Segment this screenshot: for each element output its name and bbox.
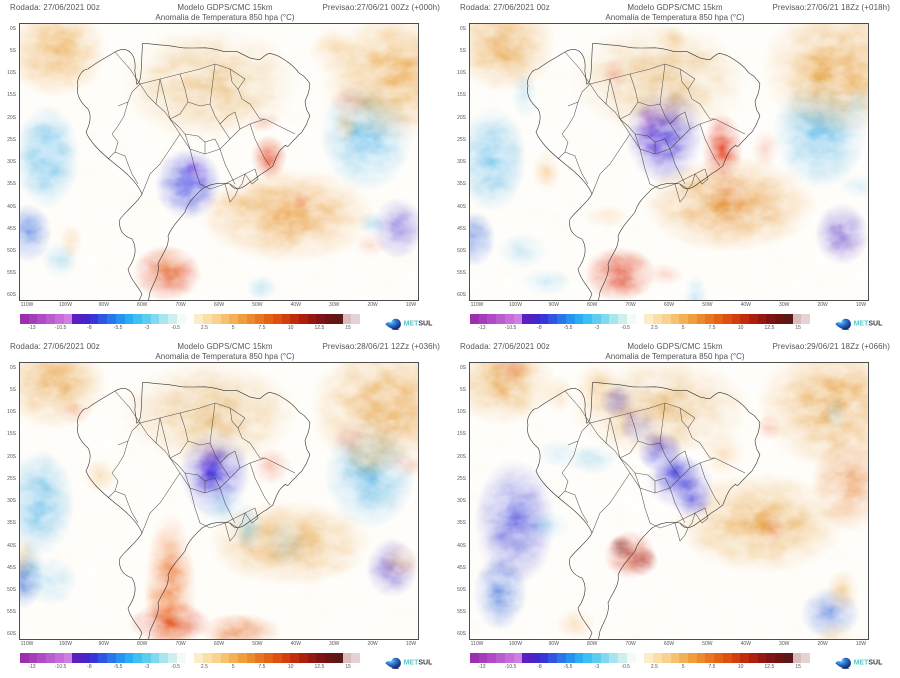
svg-text:METSUL: METSUL [404,321,434,328]
svg-text:METSUL: METSUL [404,660,434,667]
svg-text:METSUL: METSUL [854,321,884,328]
svg-text:METSUL: METSUL [854,660,884,667]
